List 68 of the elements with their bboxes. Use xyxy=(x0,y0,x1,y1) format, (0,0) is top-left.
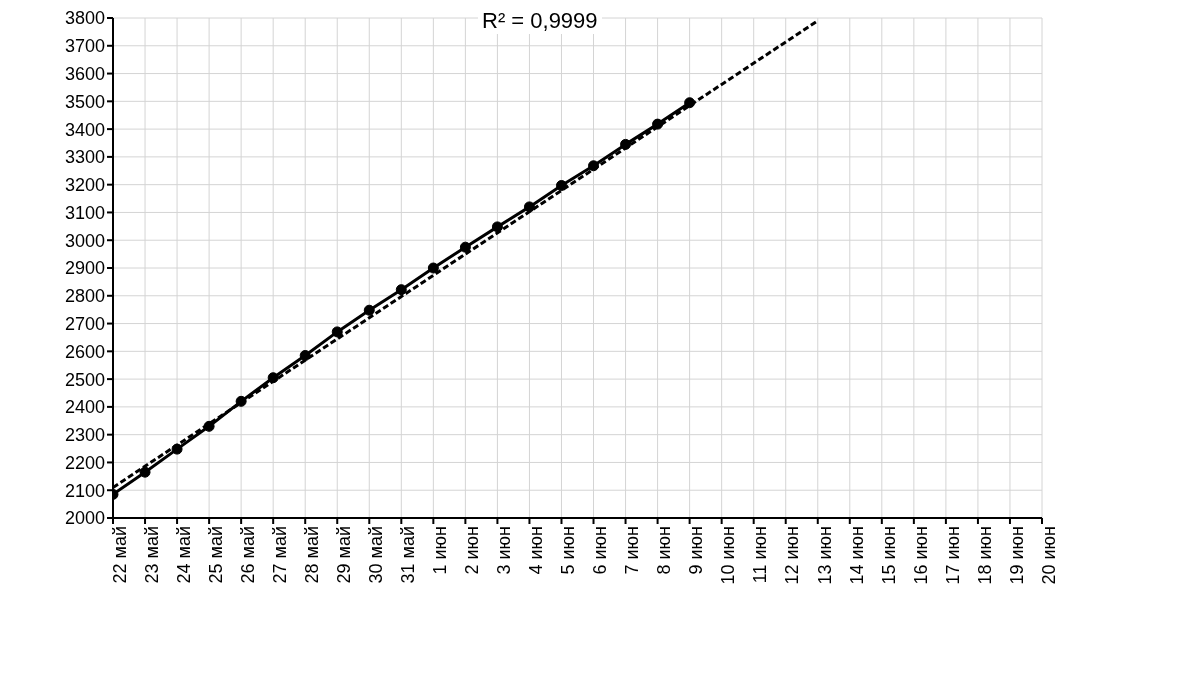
x-tick-label: 1 июн xyxy=(430,526,451,575)
y-tick-label: 3200 xyxy=(64,175,105,196)
point xyxy=(299,350,311,361)
point xyxy=(684,97,696,109)
x-tick-label: 19 июн xyxy=(1006,526,1027,585)
y-tick-label: 2600 xyxy=(64,341,105,362)
point xyxy=(203,420,215,432)
y-tick-label: 3600 xyxy=(64,63,105,84)
y-tick-label: 3500 xyxy=(64,91,105,112)
x-tick-label: 2 июн xyxy=(462,526,483,575)
point xyxy=(652,118,664,130)
x-tick-label: 6 июн xyxy=(590,526,611,575)
y-tick-label: 3300 xyxy=(64,147,105,168)
y-tick-label: 2300 xyxy=(64,425,105,446)
x-tick-label: 12 июн xyxy=(782,526,803,585)
point xyxy=(620,138,632,150)
annotation: R² = 0,9999 xyxy=(478,8,602,34)
y-tick-label: 2800 xyxy=(64,286,105,307)
x-tick-label: 16 июн xyxy=(910,526,931,585)
x-tick-label: 20 июн xyxy=(1038,526,1059,585)
x-tick-label: 8 июн xyxy=(654,526,675,575)
x-tick-label: 5 июн xyxy=(558,526,579,575)
x-tick-label: 13 июн xyxy=(814,526,835,585)
x-tick-label: 23 май xyxy=(141,526,162,584)
x-tick-label: 14 июн xyxy=(846,526,867,585)
point xyxy=(331,326,343,338)
y-tick-label: 2100 xyxy=(64,480,105,501)
y-tick-label: 2000 xyxy=(64,508,105,529)
x-tick-label: 3 июн xyxy=(494,526,515,575)
x-tick-label: 31 май xyxy=(398,526,419,584)
x-tick-label: 25 май xyxy=(205,526,226,584)
x-tick-label: 27 май xyxy=(269,526,290,584)
x-tick-label: 4 июн xyxy=(526,526,547,575)
x-tick-label: 11 июн xyxy=(750,526,771,584)
point xyxy=(588,160,600,172)
y-tick-label: 2400 xyxy=(64,397,105,418)
y-tick-label: 2900 xyxy=(64,258,105,279)
x-tick-label: 30 май xyxy=(366,526,387,584)
x-tick-label: 17 июн xyxy=(942,526,963,585)
y-tick-label: 3100 xyxy=(64,202,105,223)
point xyxy=(427,262,439,274)
x-tick-label: 10 июн xyxy=(718,526,739,585)
point xyxy=(555,180,567,191)
point xyxy=(267,372,279,384)
x-tick-label: 18 июн xyxy=(974,526,995,585)
x-tick-label: 24 май xyxy=(173,526,194,584)
x-tick-label: 29 май xyxy=(334,526,355,584)
x-tick-label: 15 июн xyxy=(878,526,899,585)
point xyxy=(139,466,151,478)
point xyxy=(459,241,471,253)
y-tick-label: 3000 xyxy=(64,230,105,251)
y-tick-label: 2200 xyxy=(64,452,105,473)
x-tick-label: 22 май xyxy=(109,526,130,584)
point xyxy=(363,304,375,316)
x-tick-label: 28 май xyxy=(301,526,322,584)
y-tick-label: 2700 xyxy=(64,313,105,334)
x-tick-label: 9 июн xyxy=(686,526,707,575)
y-tick-label: 3400 xyxy=(64,119,105,140)
point xyxy=(395,284,407,296)
y-tick-label: 3800 xyxy=(64,8,105,29)
y-tick-label: 2500 xyxy=(64,369,105,390)
x-tick-label: 7 июн xyxy=(622,526,643,575)
x-tick-label: 26 май xyxy=(237,526,258,584)
point xyxy=(171,443,183,455)
y-tick-label: 3700 xyxy=(64,36,105,57)
point xyxy=(523,201,535,213)
point xyxy=(235,395,247,407)
point xyxy=(491,221,503,233)
